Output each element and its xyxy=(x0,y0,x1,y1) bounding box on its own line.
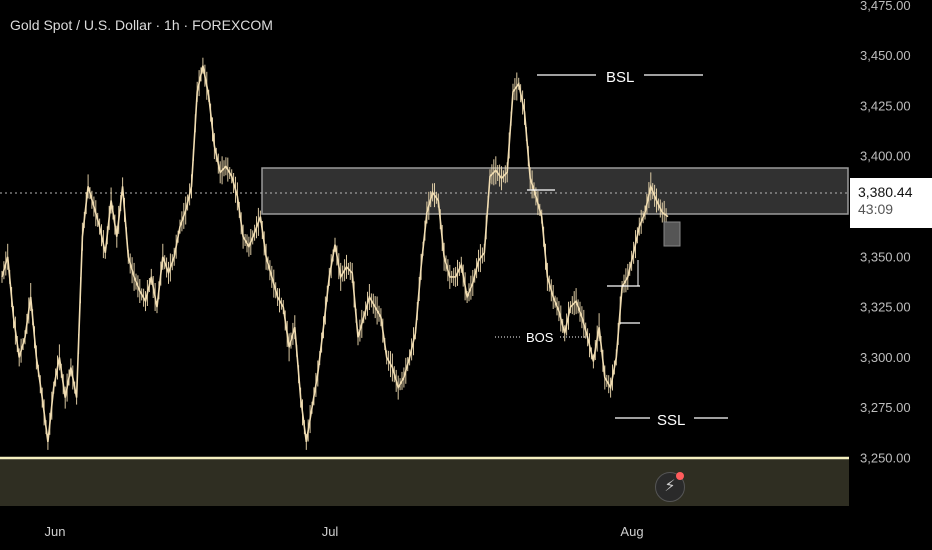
support-zone xyxy=(0,458,849,506)
annotations xyxy=(495,74,728,419)
current-price-tag: 3,380.44 43:09 xyxy=(850,178,932,228)
y-tick-label: 3,450.00 xyxy=(860,48,911,63)
y-tick-label: 3,475.00 xyxy=(860,0,911,13)
y-tick-label: 3,325.00 xyxy=(860,300,911,315)
bar-countdown: 43:09 xyxy=(858,201,894,217)
bos-label: BOS xyxy=(526,330,554,345)
ssl-label: SSL xyxy=(657,412,685,429)
imbalance-box xyxy=(663,221,681,247)
x-tick-label: Jul xyxy=(322,524,339,539)
y-tick-label: 3,350.00 xyxy=(860,249,911,264)
y-tick-label: 3,250.00 xyxy=(860,451,911,466)
y-tick-label: 3,400.00 xyxy=(860,149,911,164)
x-tick-label: Jun xyxy=(45,524,66,539)
y-tick-label: 3,425.00 xyxy=(860,98,911,113)
series-line xyxy=(1,65,669,443)
price-series xyxy=(1,57,669,450)
resistance-zone xyxy=(261,167,849,215)
x-tick-label: Aug xyxy=(620,524,643,539)
chart-title: Gold Spot / U.S. Dollar · 1h · FOREXCOM xyxy=(10,17,273,33)
alert-dot-icon xyxy=(676,472,684,480)
y-tick-label: 3,275.00 xyxy=(860,400,911,415)
y-tick-label: 3,300.00 xyxy=(860,350,911,365)
time-axis[interactable]: Jun Jul Aug xyxy=(45,524,644,539)
bsl-label: BSL xyxy=(606,69,634,86)
price-axis[interactable]: 3,475.00 3,450.00 3,425.00 3,400.00 3,350.00… xyxy=(860,0,911,466)
current-price-value: 3,380.44 xyxy=(858,184,913,200)
